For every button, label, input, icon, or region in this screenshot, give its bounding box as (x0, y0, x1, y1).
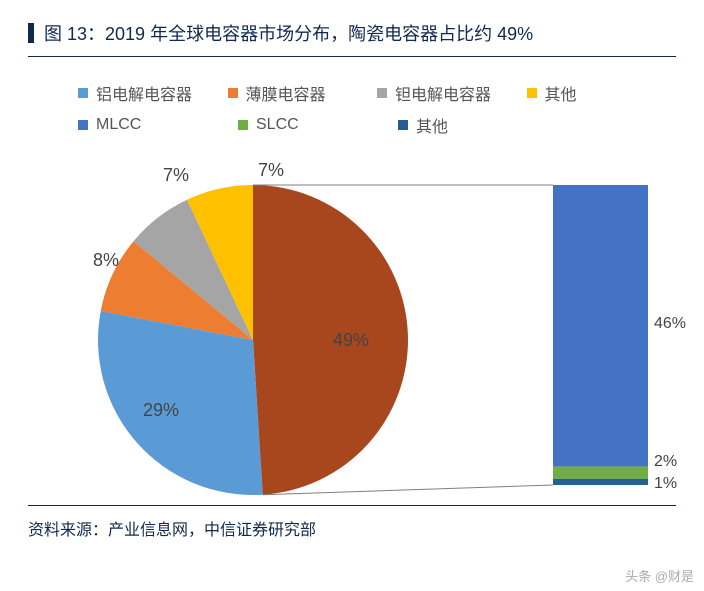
legend-item: 薄膜电容器 (228, 81, 378, 105)
guide-line (263, 485, 553, 495)
chart-svg (28, 145, 678, 505)
chart-title-row: 图 13：2019 年全球电容器市场分布，陶瓷电容器占比约 49% (28, 20, 676, 57)
legend-swatch (78, 88, 88, 98)
legend-label: MLCC (96, 116, 141, 134)
chart-area: 49%29%8%7%7%46%2%1% (28, 145, 676, 505)
legend-item: 铝电解电容器 (78, 81, 228, 105)
pie-label: 29% (143, 400, 179, 421)
credit: 头条 @财是 (625, 566, 694, 585)
chart-title: 图 13：2019 年全球电容器市场分布，陶瓷电容器占比约 49% (44, 20, 533, 46)
source: 资料来源：产业信息网，中信证券研究部 (28, 505, 676, 540)
bar-segment (553, 479, 648, 485)
legend-label: 其他 (416, 113, 448, 137)
pie-label: 49% (333, 330, 369, 351)
pie-label: 7% (163, 165, 189, 186)
legend-label: 其他 (545, 81, 577, 105)
legend-label: 钽电解电容器 (395, 81, 491, 105)
legend-label: 铝电解电容器 (96, 81, 192, 105)
legend-swatch (527, 88, 537, 98)
bar-segment (553, 185, 648, 467)
pie-label: 8% (93, 250, 119, 271)
bar-label: 2% (654, 453, 677, 471)
pie-slice (253, 185, 408, 495)
legend-label: SLCC (256, 116, 299, 134)
legend-swatch (377, 88, 387, 98)
legend-swatch (398, 120, 408, 130)
legend-item: MLCC (78, 113, 238, 137)
bar-label: 46% (654, 315, 686, 333)
legend-swatch (228, 88, 238, 98)
legend-label: 薄膜电容器 (246, 81, 326, 105)
legend-item: 其他 (527, 81, 677, 105)
bar-segment (553, 467, 648, 479)
legend-swatch (78, 120, 88, 130)
legend-item: SLCC (238, 113, 398, 137)
legend: 铝电解电容器薄膜电容器钽电解电容器其他MLCCSLCC其他 (78, 81, 676, 137)
bar-label: 1% (654, 475, 677, 493)
legend-swatch (238, 120, 248, 130)
legend-item: 钽电解电容器 (377, 81, 527, 105)
legend-item: 其他 (398, 113, 558, 137)
pie-label: 7% (258, 160, 284, 181)
pie-slice (98, 311, 263, 495)
title-accent-bar (28, 23, 34, 43)
